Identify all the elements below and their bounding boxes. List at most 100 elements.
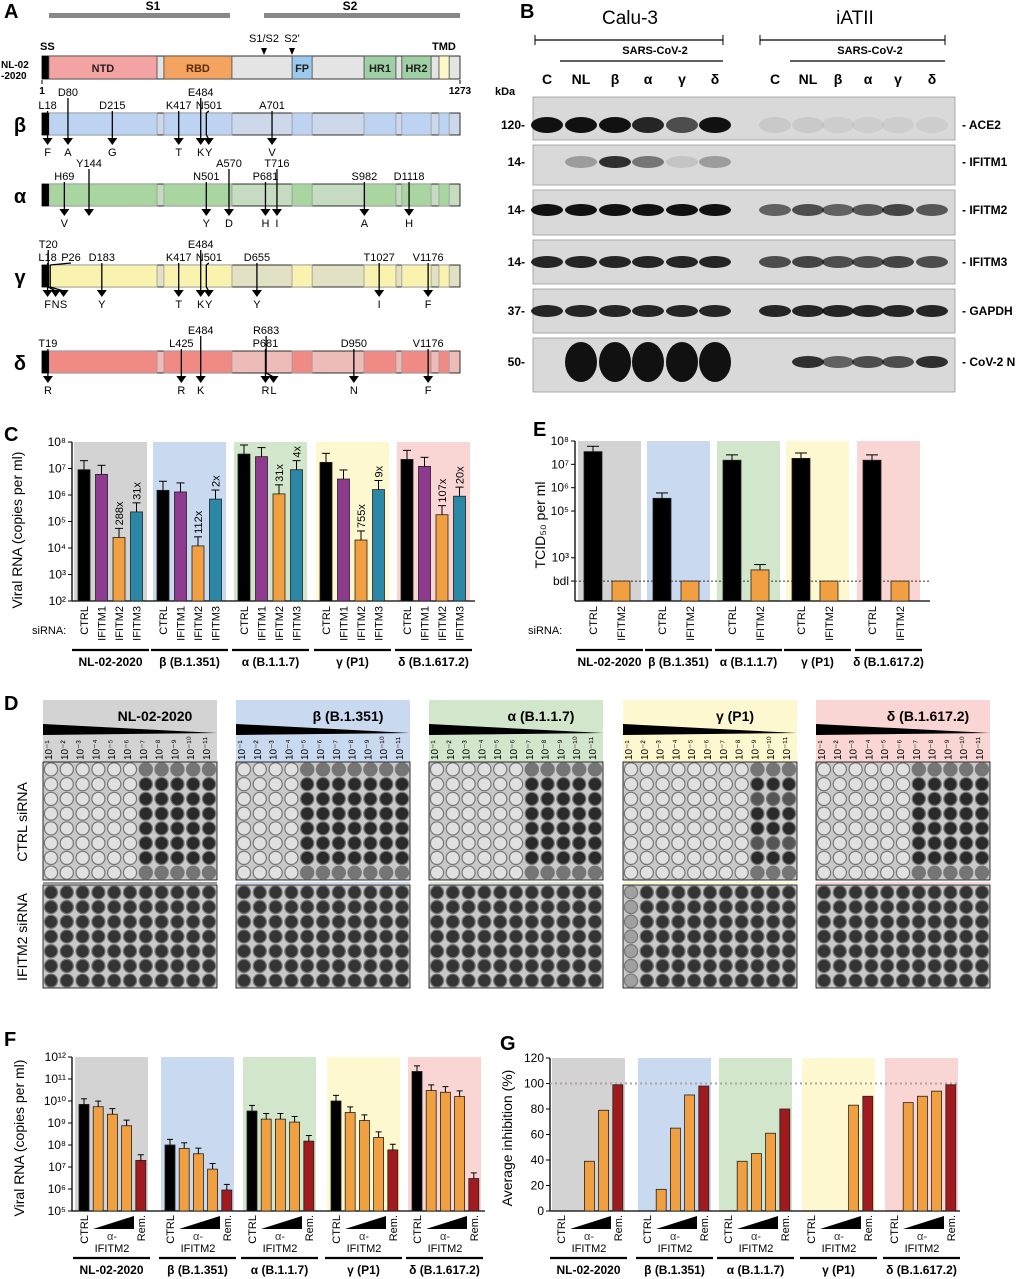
fold-change-label: 20x (455, 466, 467, 484)
plate-well (540, 929, 555, 944)
plate-well (718, 835, 733, 851)
plate-well (927, 958, 942, 974)
plate-well (347, 914, 362, 929)
plate-well (59, 944, 74, 959)
plate-well (864, 973, 879, 988)
x-tick-label: IFITM2 (658, 1243, 693, 1255)
protein-band (882, 204, 914, 216)
plate-well (687, 914, 702, 929)
plate-well (394, 973, 410, 988)
kda-marker: 120- (501, 118, 525, 132)
bar-ifitm3 (372, 489, 385, 602)
plate-well (429, 821, 445, 836)
x-tick-label: α- (275, 1231, 285, 1243)
plate-well (718, 762, 733, 777)
plate-well (943, 850, 958, 866)
plate-well (252, 929, 267, 944)
mutation-substitution-label: F (425, 299, 432, 311)
plate-well (170, 973, 185, 988)
protein-band (599, 117, 631, 133)
bar-ctrl (652, 497, 672, 602)
plate-well (766, 865, 781, 880)
plate-well (315, 958, 331, 974)
x-tick-label: Rem. (388, 1215, 400, 1241)
plate-well (702, 835, 718, 851)
dilution-label: 10⁻³ (269, 740, 280, 760)
plate-well (781, 821, 797, 836)
plate-well (734, 821, 749, 836)
bar-ifitm2 (272, 493, 286, 602)
plate-well (623, 806, 639, 821)
dilution-label: 10⁻³ (462, 740, 473, 760)
y-axis-label: Viral RNA (copies per ml) (11, 1060, 27, 1217)
plate-well (943, 865, 958, 880)
x-tick-label: IFITM2 (428, 1243, 463, 1255)
plate-well (59, 776, 74, 792)
plate-well (895, 791, 911, 807)
plate-well (832, 850, 847, 866)
bar-ifitm2 (680, 580, 700, 602)
variant-domain-segment (401, 350, 432, 374)
x-tick-label: IFITM2 (616, 606, 628, 641)
plate-well (687, 865, 702, 880)
plate-well (556, 762, 571, 777)
x-tick-label: IFITM3 (455, 606, 467, 641)
y-tick-label: 20 (531, 1179, 545, 1193)
bar-alpha-ifitm2-mid (584, 1160, 595, 1212)
plate-well (75, 885, 90, 900)
plate-well (687, 806, 702, 821)
plate-well (718, 791, 733, 807)
plate-well (154, 914, 169, 929)
plate-well (43, 865, 59, 880)
plate-well (572, 776, 587, 792)
bar-alpha-ifitm2-low (655, 1188, 667, 1212)
plate-well (572, 914, 587, 929)
plate-well (394, 914, 410, 929)
plate-well (122, 762, 138, 777)
plate-well (154, 776, 169, 792)
dilution-label: 10⁻⁴ (284, 739, 295, 760)
plate-well (671, 835, 686, 851)
plate-well (671, 821, 686, 836)
dilution-label: 10⁻² (60, 740, 71, 760)
plate-well (43, 762, 59, 777)
plate-well (572, 791, 587, 807)
bar-ctrl (330, 1100, 342, 1212)
plate-well (943, 885, 958, 900)
plate-well (268, 762, 283, 777)
plate-well (974, 914, 990, 929)
plate-well (59, 958, 74, 974)
y-axis-label: TCID₅₀ per ml (532, 482, 548, 569)
y-tick-label: 10¹¹ (45, 1072, 66, 1086)
bar-alpha-ifitm2-mid (439, 1091, 451, 1212)
plate-well (572, 899, 587, 915)
kda-marker: 14- (508, 155, 525, 169)
plate-well (655, 791, 670, 807)
dilution-label: 10⁻⁵ (493, 739, 504, 760)
bar-alpha-ifitm2-high (765, 1132, 776, 1212)
plate-well (524, 776, 539, 792)
mutation-substitution-label: T (175, 299, 182, 311)
plate-well (781, 929, 797, 944)
plate-well (252, 914, 267, 929)
y-tick-label: 10⁷ (48, 462, 66, 476)
plate-well (816, 885, 832, 900)
fold-change-label: 4x (292, 446, 304, 458)
plate-well (572, 958, 587, 974)
signal-peptide (42, 265, 49, 287)
protein-band (916, 356, 948, 368)
plate-well (766, 944, 781, 959)
plate-well (347, 835, 362, 851)
protein-band (599, 305, 631, 317)
plate-well (556, 821, 571, 836)
plate-well (911, 776, 926, 792)
bar-ctrl (791, 457, 811, 602)
s2-bar (264, 13, 460, 18)
plate-well (655, 944, 670, 959)
fold-change-label: 31x (132, 482, 144, 500)
bar-ctrl (722, 459, 742, 602)
plate-well (493, 929, 508, 944)
kda-marker: 37- (508, 304, 525, 318)
plate-well (848, 914, 863, 929)
plate-well (974, 865, 990, 880)
